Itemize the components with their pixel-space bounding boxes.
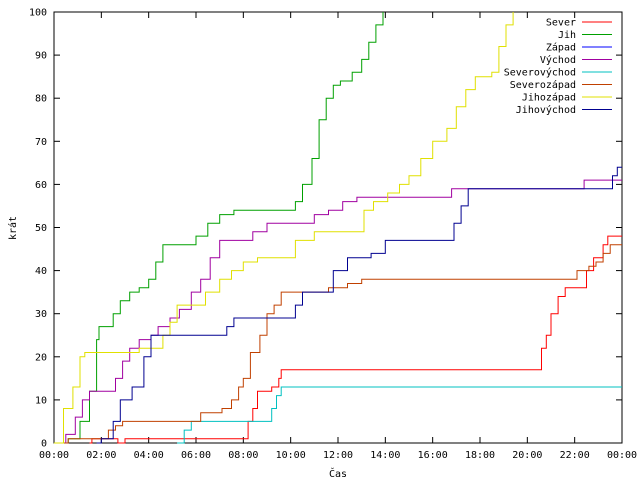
x-tick-label: 10:00 bbox=[276, 450, 306, 461]
x-axis-label: Čas bbox=[329, 467, 347, 480]
y-axis-label: krát bbox=[7, 216, 19, 240]
series-line-severozapad bbox=[63, 244, 622, 444]
y-tick-label: 100 bbox=[29, 8, 47, 19]
legend-label-severovychod: Severovýchod bbox=[504, 67, 576, 79]
x-tick-label: 06:00 bbox=[181, 450, 211, 461]
legend-label-jih: Jih bbox=[558, 30, 576, 41]
legend-label-zapad: Západ bbox=[546, 42, 576, 54]
x-tick-label: 00:00 bbox=[607, 450, 637, 461]
series-line-vychod bbox=[54, 179, 622, 444]
series-line-jihovychod bbox=[96, 166, 622, 444]
legend: SeverJihZápadVýchodSeverovýchodSeverozáp… bbox=[504, 18, 612, 116]
series-group bbox=[54, 12, 622, 444]
x-axis: 00:00 02:00 04:00 06:00 08:00 10:00 12:00 14:00… bbox=[39, 12, 637, 461]
x-tick-label: 12:00 bbox=[323, 450, 353, 461]
legend-label-sever: Sever bbox=[546, 18, 576, 29]
y-tick-label: 70 bbox=[35, 137, 47, 148]
x-tick-label: 02:00 bbox=[86, 450, 116, 461]
x-tick-label: 04:00 bbox=[134, 450, 164, 461]
y-tick-label: 30 bbox=[35, 309, 47, 320]
legend-label-jihovychod: Jihovýchod bbox=[516, 104, 576, 116]
series-line-sever bbox=[89, 235, 622, 444]
x-tick-label: 18:00 bbox=[465, 450, 495, 461]
y-tick-label: 20 bbox=[35, 352, 47, 363]
legend-label-severozapad: Severozápad bbox=[510, 79, 576, 91]
legend-label-jihozapad: Jihozápad bbox=[522, 92, 576, 104]
y-tick-label: 50 bbox=[35, 223, 47, 234]
y-tick-label: 60 bbox=[35, 180, 47, 191]
y-tick-label: 40 bbox=[35, 266, 47, 277]
x-tick-label: 00:00 bbox=[39, 450, 69, 461]
y-tick-label: 10 bbox=[35, 395, 47, 406]
series-line-jihozapad bbox=[54, 12, 514, 444]
x-tick-label: 08:00 bbox=[228, 450, 258, 461]
legend-label-vychod: Východ bbox=[540, 54, 576, 66]
y-tick-label: 90 bbox=[35, 51, 47, 62]
x-tick-label: 20:00 bbox=[512, 450, 542, 461]
x-tick-label: 14:00 bbox=[370, 450, 400, 461]
y-tick-label: 0 bbox=[41, 439, 47, 450]
x-tick-label: 16:00 bbox=[418, 450, 448, 461]
x-tick-label: 22:00 bbox=[560, 450, 590, 461]
series-line-severovychod bbox=[177, 386, 622, 444]
y-axis: 0 10 20 30 40 50 60 70 80 90 100 bbox=[29, 8, 622, 450]
y-tick-label: 80 bbox=[35, 94, 47, 105]
series-line-jih bbox=[54, 12, 384, 444]
